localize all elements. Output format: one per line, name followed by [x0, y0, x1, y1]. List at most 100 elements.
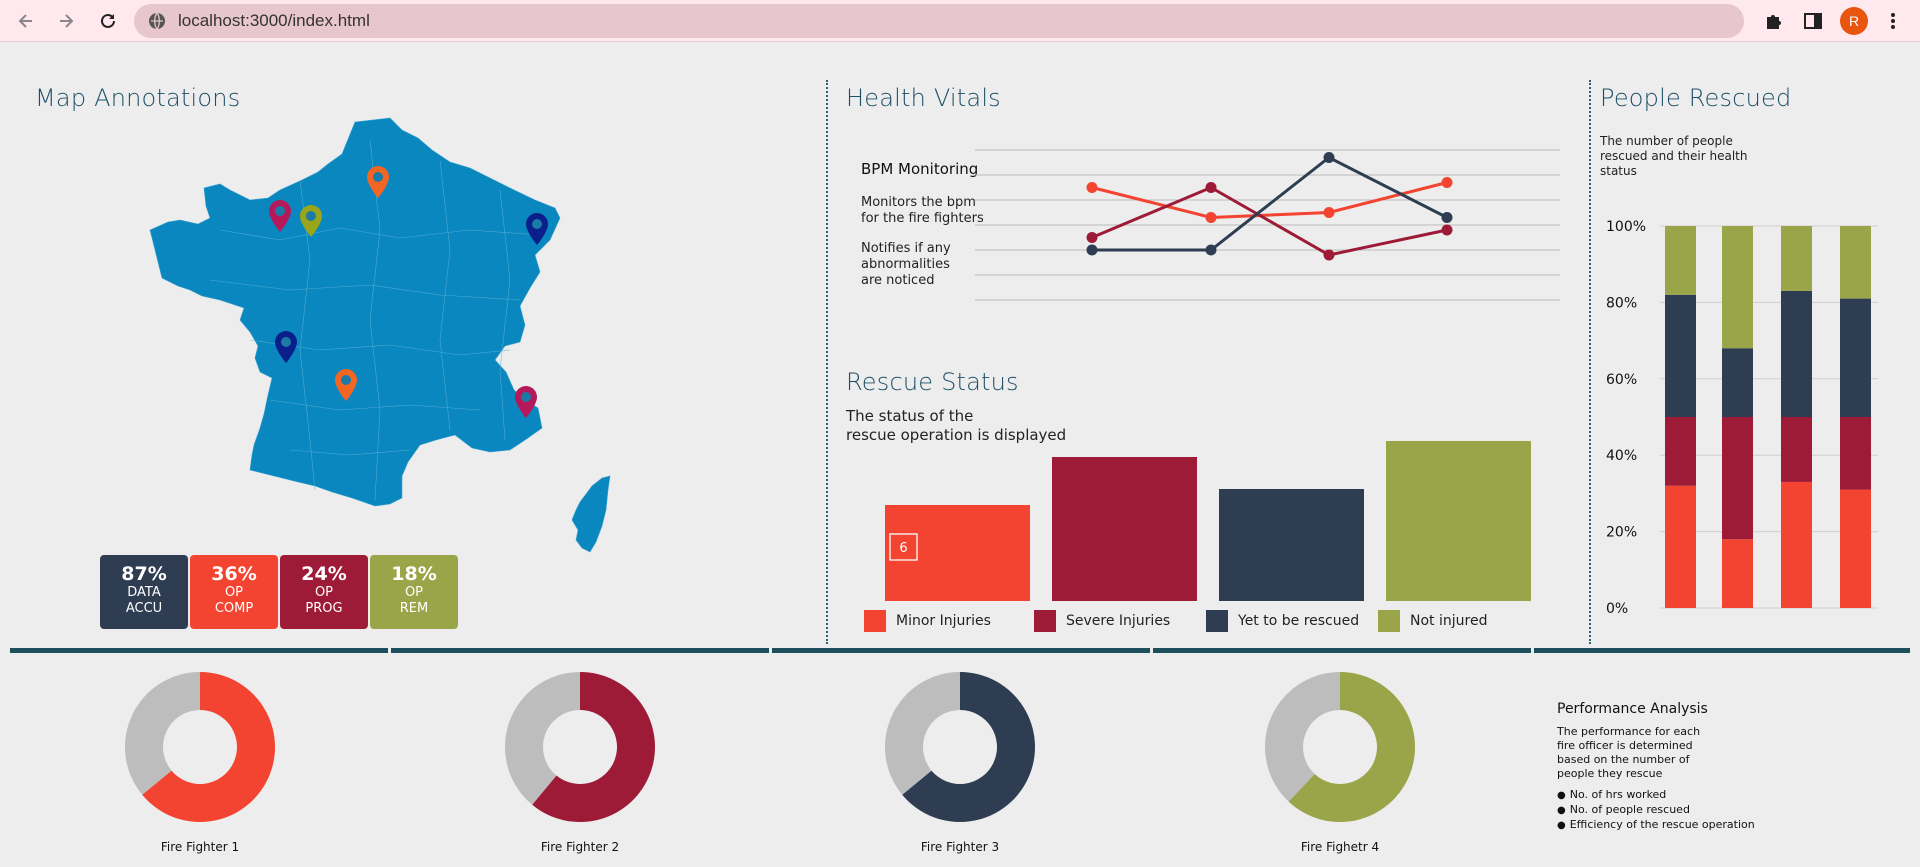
- reload-button[interactable]: [94, 7, 122, 35]
- bar-segment: [1840, 489, 1871, 608]
- bpm-note: Notifies if any abnormalities are notice…: [861, 241, 951, 289]
- pin-hole: [373, 172, 383, 182]
- legend-yet-to-be-rescued[interactable]: Yet to be rescued: [1206, 610, 1359, 632]
- legend-minor-injuries[interactable]: Minor Injuries: [864, 610, 991, 632]
- performance-description-line: fire officer is determined: [1557, 739, 1693, 752]
- divider-segment: [10, 648, 388, 653]
- bar-segment: [1665, 294, 1696, 417]
- forward-button[interactable]: [52, 7, 80, 35]
- side-panel-button[interactable]: [1799, 7, 1827, 35]
- kpi-label: OP: [314, 585, 334, 600]
- data-point: [1086, 182, 1098, 193]
- data-point: [1323, 152, 1335, 163]
- browser-menu-button[interactable]: [1879, 7, 1907, 35]
- legend-label: Yet to be rescued: [1238, 613, 1360, 629]
- donut-slice: [902, 672, 1035, 822]
- donut-remainder: [505, 672, 580, 805]
- divider-segment: [1153, 648, 1531, 653]
- tick-label: 60%: [1606, 372, 1637, 388]
- legend-not-injured[interactable]: Not injured: [1378, 610, 1487, 632]
- legend-severe-injuries[interactable]: Severe Injuries: [1034, 610, 1170, 632]
- section-divider: [826, 80, 828, 644]
- pin-hole: [341, 375, 351, 385]
- map-pin-icon[interactable]: [300, 205, 322, 237]
- kpi-label: OP: [404, 585, 424, 600]
- data-point: [1205, 182, 1217, 193]
- bpm-description: Monitors the bpm for the fire fighters: [861, 195, 984, 227]
- performance-list-item: No. of people rescued: [1557, 803, 1755, 818]
- bar-segment: [1781, 226, 1812, 291]
- kpi-label: REM: [399, 601, 429, 616]
- map-pin-icon[interactable]: [269, 200, 291, 232]
- bar-segment: [1840, 226, 1871, 299]
- data-point: [1441, 177, 1453, 188]
- kpi-label: DATA: [127, 585, 161, 600]
- data-point: [1441, 212, 1453, 223]
- bar: [1052, 457, 1197, 601]
- kpi-value: 36%: [211, 563, 257, 585]
- tick-label: 100%: [1606, 219, 1646, 235]
- extensions-button[interactable]: [1759, 7, 1787, 35]
- map-pin-icon[interactable]: [526, 213, 548, 245]
- bar-segment: [1722, 226, 1753, 349]
- kpi-label: PROG: [305, 601, 343, 616]
- map-pin-icon[interactable]: [515, 386, 537, 418]
- kpi-op-remaining[interactable]: 18% OP REM: [370, 555, 458, 629]
- data-point: [1323, 249, 1335, 261]
- bpm-title: BPM Monitoring: [861, 160, 979, 178]
- people-description-line: status: [1600, 164, 1637, 178]
- performance-description: The performance for each fire officer is…: [1557, 725, 1717, 781]
- bar-segment: [1781, 481, 1812, 608]
- series-line: [1092, 155, 1448, 252]
- map-pin-icon[interactable]: [335, 369, 357, 401]
- kpi-data-accuracy[interactable]: 87% DATA ACCU: [100, 555, 188, 629]
- donut-slice: [1288, 672, 1416, 822]
- bpm-note-line: abnormalities: [861, 257, 950, 272]
- kpi-op-progress[interactable]: 24% OP PROG: [280, 555, 368, 629]
- series-line: [1091, 181, 1448, 220]
- site-info-icon[interactable]: [148, 12, 166, 30]
- url-text: localhost:3000/index.html: [178, 11, 370, 30]
- profile-avatar[interactable]: R: [1840, 7, 1868, 35]
- back-button[interactable]: [12, 7, 40, 35]
- address-bar[interactable]: localhost:3000/index.html: [134, 4, 1744, 38]
- bpm-note-line: are noticed: [861, 273, 935, 288]
- bar: [1386, 441, 1531, 601]
- map-title: Map Annotations: [35, 84, 241, 112]
- bpm-description-line: Monitors the bpm: [861, 195, 976, 210]
- donut-remainder: [1264, 672, 1340, 802]
- map-pin-icon[interactable]: [367, 166, 389, 198]
- bpm-note-line: Notifies if any: [861, 241, 951, 256]
- france-map[interactable]: [140, 110, 620, 560]
- bpm-line-chart[interactable]: [975, 140, 1565, 310]
- bpm-description-line: for the fire fighters: [861, 211, 984, 226]
- divider-segment: [391, 648, 769, 653]
- kpi-value: 18%: [391, 563, 437, 585]
- firefighter-donut-charts[interactable]: [0, 660, 1500, 835]
- people-description: The number of people rescued and their h…: [1600, 134, 1747, 179]
- tick-label: 80%: [1606, 295, 1637, 311]
- arrow-right-icon: [60, 14, 74, 28]
- map-pin-icon[interactable]: [275, 331, 297, 363]
- data-label-box: [889, 533, 918, 561]
- france-mainland: [149, 117, 561, 507]
- donut-slice: [142, 672, 276, 822]
- people-stacked-bar-chart[interactable]: 0% 20% 40% 60% 80% 100%: [1590, 210, 1890, 620]
- legend-swatch: [1206, 610, 1228, 632]
- rescue-bar-chart[interactable]: 6: [870, 430, 1550, 605]
- legend-label: Severe Injuries: [1066, 613, 1171, 629]
- people-description-line: The number of people: [1600, 134, 1733, 148]
- firefighter-label: Fire Fighetr 4: [1300, 840, 1380, 854]
- arrow-left-icon: [18, 14, 32, 28]
- people-title: People Rescued: [1600, 84, 1792, 112]
- firefighter-label: Fire Fighter 1: [160, 840, 240, 854]
- pin-hole: [521, 392, 531, 402]
- donut-remainder: [125, 672, 200, 795]
- kpi-op-complete[interactable]: 36% OP COMP: [190, 555, 278, 629]
- performance-description-line: based on the number of: [1557, 753, 1690, 766]
- data-label: 6: [899, 541, 907, 556]
- kpi-label: ACCU: [125, 601, 163, 616]
- health-title: Health Vitals: [846, 84, 1001, 112]
- series-line: [1091, 185, 1448, 257]
- donut-slice: [532, 672, 655, 822]
